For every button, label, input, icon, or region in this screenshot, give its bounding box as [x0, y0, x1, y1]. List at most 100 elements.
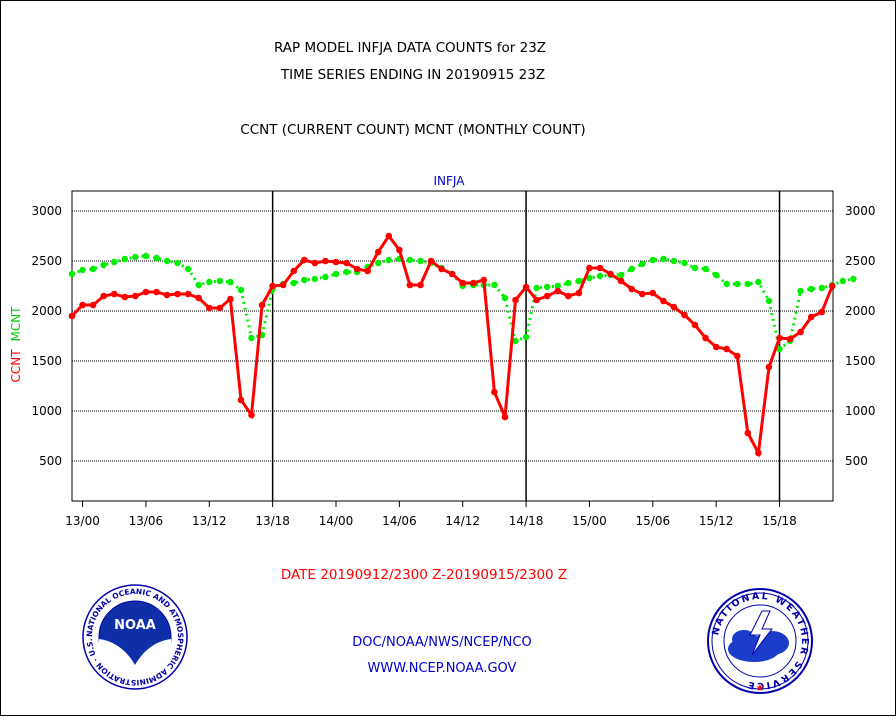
y-axis-left: 500 1000 1500 2000 2500 3000	[31, 204, 62, 468]
data-point-mcnt	[322, 273, 329, 281]
data-point-mcnt	[385, 256, 392, 264]
data-point-mcnt	[375, 259, 382, 267]
data-point-mcnt	[227, 278, 234, 286]
data-point-mcnt	[332, 270, 340, 278]
data-point-ccnt	[227, 295, 234, 303]
data-point-mcnt	[153, 254, 160, 262]
data-point-mcnt	[522, 333, 530, 341]
data-point-ccnt	[121, 293, 129, 301]
data-point-ccnt	[681, 311, 688, 319]
data-point-mcnt	[713, 271, 720, 279]
data-point-ccnt	[459, 279, 467, 287]
nws-logo[interactable]: NATIONAL WEATHER SERVICE ★	[707, 588, 813, 694]
data-point-mcnt	[174, 259, 181, 267]
noaa-logo[interactable]: NATIONAL OCEANIC AND ATMOSPHERIC ADMINIS…	[82, 584, 188, 690]
data-point-mcnt	[660, 255, 667, 263]
data-point-ccnt	[829, 282, 836, 290]
data-point-mcnt	[406, 256, 414, 264]
data-point-mcnt	[734, 280, 741, 288]
data-point-ccnt	[100, 292, 107, 300]
y-tick-label: 500	[39, 454, 62, 468]
noaa-bird-icon	[99, 639, 171, 679]
y-tick-label: 3000	[31, 204, 62, 218]
y-tick-label: 1500	[31, 354, 62, 368]
x-tick-label: 15/18	[762, 514, 797, 528]
panel-label: INFJA	[434, 174, 466, 188]
data-point-mcnt	[723, 280, 730, 288]
data-point-ccnt	[79, 301, 86, 309]
data-point-ccnt	[649, 289, 657, 297]
data-point-ccnt	[417, 281, 424, 289]
data-point-mcnt	[79, 266, 86, 274]
data-point-ccnt	[628, 285, 635, 293]
data-point-mcnt	[206, 278, 213, 286]
data-point-ccnt	[290, 267, 298, 275]
data-point-mcnt	[301, 276, 308, 284]
y-tick-label-right: 2000	[845, 304, 876, 318]
data-point-mcnt	[311, 275, 319, 283]
data-point-ccnt	[818, 308, 826, 316]
x-tick-label: 14/18	[509, 514, 544, 528]
footer-url[interactable]: WWW.NCEP.NOAA.GOV	[368, 661, 517, 676]
y-tick-label-right: 1500	[845, 354, 876, 368]
data-point-ccnt	[470, 279, 477, 287]
data-point-mcnt	[776, 345, 783, 353]
data-point-ccnt	[533, 296, 540, 304]
data-point-mcnt	[628, 265, 635, 273]
data-point-ccnt	[332, 258, 340, 266]
y-axis-label: CCNT MCNT	[9, 306, 23, 383]
y-tick-label: 2000	[31, 304, 62, 318]
data-point-mcnt	[68, 270, 76, 278]
data-point-ccnt	[596, 264, 604, 272]
data-point-ccnt	[438, 265, 445, 273]
data-point-mcnt	[818, 284, 825, 292]
data-point-ccnt	[374, 248, 382, 256]
data-point-ccnt	[353, 265, 361, 273]
data-point-mcnt	[765, 297, 773, 305]
footer-org[interactable]: DOC/NOAA/NWS/NCEP/NCO	[352, 635, 531, 650]
data-point-mcnt	[744, 280, 751, 288]
y-axis-label-ccnt: CCNT	[9, 349, 23, 383]
series-mcnt	[68, 252, 857, 353]
data-point-ccnt	[480, 276, 488, 284]
data-point-mcnt	[237, 286, 245, 294]
data-point-mcnt	[100, 261, 107, 269]
data-point-mcnt	[491, 281, 498, 289]
data-point-ccnt	[132, 292, 139, 300]
data-point-ccnt	[554, 287, 562, 295]
x-tick-label: 13/00	[65, 514, 100, 528]
data-point-mcnt	[670, 257, 678, 265]
data-point-ccnt	[702, 334, 709, 342]
x-tick-label: 15/06	[636, 514, 671, 528]
data-point-ccnt	[237, 396, 245, 404]
data-point-ccnt	[501, 413, 509, 421]
series-line-mcnt	[71, 254, 854, 352]
y-tick-label-right: 1000	[845, 404, 876, 418]
plot-area	[71, 190, 834, 502]
data-point-ccnt	[522, 283, 530, 291]
data-point-ccnt	[163, 291, 171, 299]
x-tick-label: 14/00	[319, 514, 354, 528]
data-point-ccnt	[776, 334, 783, 342]
data-point-mcnt	[185, 265, 192, 273]
data-point-ccnt	[385, 232, 393, 240]
y-axis-right: 500 1000 1500 2000 2500 3000	[845, 204, 876, 468]
data-point-ccnt	[216, 304, 224, 312]
data-point-mcnt	[111, 258, 118, 266]
data-point-ccnt	[396, 246, 403, 254]
data-point-mcnt	[89, 265, 97, 273]
data-point-mcnt	[617, 271, 625, 279]
data-point-mcnt	[216, 277, 223, 285]
data-point-mcnt	[691, 264, 699, 272]
data-point-mcnt	[839, 277, 847, 285]
data-point-ccnt	[110, 290, 118, 298]
data-point-ccnt	[691, 321, 699, 329]
data-point-mcnt	[586, 274, 593, 282]
data-point-ccnt	[68, 312, 76, 320]
data-point-mcnt	[501, 294, 509, 302]
data-point-mcnt	[702, 265, 709, 273]
data-point-ccnt	[301, 256, 308, 264]
data-point-ccnt	[734, 352, 741, 360]
